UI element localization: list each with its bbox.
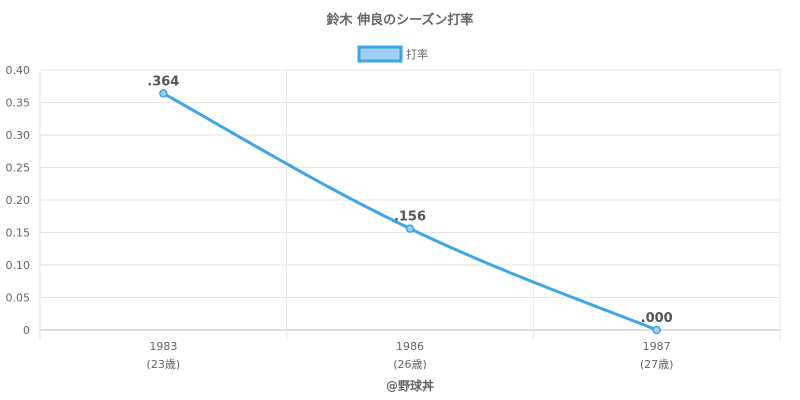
y-tick-label: 0.20 (6, 194, 31, 207)
data-point (652, 325, 661, 335)
y-tick-label: 0.30 (6, 129, 31, 142)
y-axis: 0 0.05 0.10 0.15 0.20 0.25 0.30 0.35 0.40 (6, 64, 31, 337)
y-tick-label: 0.25 (6, 162, 31, 175)
y-tick-label: 0.35 (6, 97, 31, 110)
y-tick-label: 0 (23, 324, 30, 337)
x-tick-sublabel: (26歳) (393, 358, 427, 371)
y-tick-label: 0.40 (6, 64, 31, 77)
credit-label: @野球丼 (386, 378, 434, 393)
data-label: .000 (641, 311, 673, 326)
legend[interactable]: 打率 (357, 45, 428, 63)
series-batting-average: .364 .156 .000 (147, 74, 673, 335)
x-axis: 1983 (23歳) 1986 (26歳) 1987 (27歳) (147, 340, 674, 371)
x-tick-label: 1986 (396, 340, 424, 353)
chart-title: 鈴木 伸良のシーズン打率 (327, 12, 474, 28)
x-tick-sublabel: (27歳) (640, 358, 674, 371)
legend-swatch (357, 45, 403, 63)
y-tick-label: 0.05 (6, 292, 31, 305)
data-label: .156 (394, 210, 426, 225)
y-tick-label: 0.15 (6, 227, 31, 240)
data-point (159, 89, 168, 98)
x-tick-label: 1987 (643, 340, 671, 353)
y-tick-label: 0.10 (6, 259, 31, 272)
grid (39, 69, 781, 340)
data-label: .364 (147, 74, 179, 89)
x-tick-label: 1983 (149, 340, 177, 353)
data-point (405, 224, 415, 233)
legend-label: 打率 (406, 47, 428, 61)
x-tick-sublabel: (23歳) (147, 358, 181, 371)
